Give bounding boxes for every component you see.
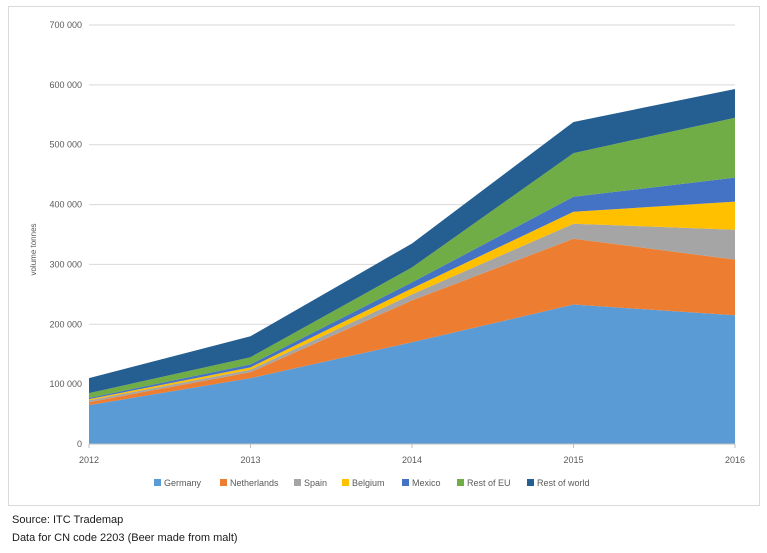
x-tick-label: 2013 xyxy=(240,455,260,465)
legend-label: Netherlands xyxy=(230,478,279,488)
y-tick-label: 300 000 xyxy=(49,259,82,269)
y-axis-ticks: 0 100 000 200 000 300 000 400 000 500 000 600 … xyxy=(49,20,82,449)
legend-swatch xyxy=(220,479,227,486)
x-tick-label: 2014 xyxy=(402,455,422,465)
y-tick-label: 100 000 xyxy=(49,379,82,389)
legend-swatch xyxy=(527,479,534,486)
legend-label: Germany xyxy=(164,478,202,488)
y-tick-label: 200 000 xyxy=(49,319,82,329)
legend-swatch xyxy=(457,479,464,486)
area-rest-of-eu xyxy=(89,117,735,398)
legend-label: Rest of world xyxy=(537,478,590,488)
y-tick-label: 500 000 xyxy=(49,140,82,150)
y-axis-title: volume tonnes xyxy=(29,223,38,275)
area-mexico xyxy=(89,177,735,400)
legend-label: Spain xyxy=(304,478,327,488)
area-rest-of-world xyxy=(89,89,735,394)
legend-swatch xyxy=(154,479,161,486)
area-spain xyxy=(89,223,735,403)
chart-frame: 0 100 000 200 000 300 000 400 000 500 000 600 … xyxy=(8,6,760,506)
x-tick-label: 2012 xyxy=(79,455,99,465)
legend-swatch xyxy=(342,479,349,486)
legend-label: Mexico xyxy=(412,478,441,488)
area-netherlands xyxy=(89,238,735,406)
y-tick-label: 700 000 xyxy=(49,20,82,30)
data-note: Data for CN code 2203 (Beer made from ma… xyxy=(12,532,238,544)
y-tick-label: 600 000 xyxy=(49,80,82,90)
legend-label: Rest of EU xyxy=(467,478,511,488)
x-tick-label: 2015 xyxy=(563,455,583,465)
area-series xyxy=(89,89,735,444)
area-germany xyxy=(89,304,735,444)
area-belgium xyxy=(89,201,735,401)
x-axis-ticks: 2012 2013 2014 2015 2016 xyxy=(79,443,745,465)
y-tick-label: 400 000 xyxy=(49,200,82,210)
y-tick-label: 0 xyxy=(77,439,82,449)
x-tick-label: 2016 xyxy=(725,455,745,465)
legend-swatch xyxy=(294,479,301,486)
legend: Germany Netherlands Spain Belgium Mexico Rest… xyxy=(154,478,590,488)
stacked-area-chart: 0 100 000 200 000 300 000 400 000 500 000 600 … xyxy=(29,20,745,488)
legend-label: Belgium xyxy=(352,478,385,488)
source-note: Source: ITC Trademap xyxy=(12,514,124,526)
legend-swatch xyxy=(402,479,409,486)
